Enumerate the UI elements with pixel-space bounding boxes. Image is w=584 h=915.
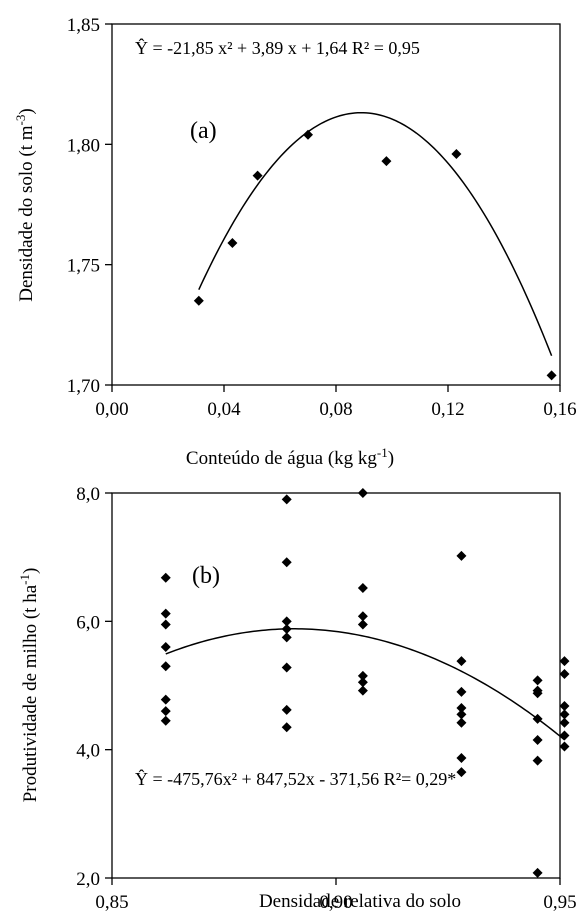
chart-a-y-axis-title-text: Densidade do solo (t m — [16, 125, 37, 301]
chart-b: 0,85 0,90 0,95 2,0 4,0 6,0 8,0 Ŷ = -475,76x² +… — [17, 484, 577, 913]
chart-a-x-tick-label: 0,00 — [95, 399, 128, 420]
chart-b-data-point — [160, 642, 171, 652]
chart-a-x-tick-label: 0,12 — [431, 399, 464, 420]
chart-a-y-axis-title-sup: -3 — [13, 115, 28, 126]
chart-b-data-point — [532, 713, 543, 724]
chart-b-data-point — [281, 722, 292, 733]
chart-b-data-point — [456, 550, 467, 561]
chart-b-y-axis-title-sup: -1 — [17, 574, 32, 585]
chart-b-x-tick-label: 0,95 — [543, 892, 576, 913]
chart-b-data-point — [281, 616, 292, 627]
chart-b-data-point — [281, 704, 292, 715]
chart-b-data-point — [357, 582, 368, 593]
chart-b-x-axis-title: Densidade relativa do solo — [259, 891, 461, 912]
chart-b-data-point — [456, 717, 467, 728]
chart-a-x-axis-title-text: Conteúdo de água (kg kg — [186, 448, 378, 469]
chart-b-data-point — [532, 675, 543, 686]
chart-b-data-point — [559, 717, 570, 728]
chart-b-data-point — [357, 488, 368, 498]
chart-b-points — [160, 488, 570, 878]
chart-a-y-axis-title: Densidade do solo (t m-3) — [13, 108, 38, 301]
chart-b-y-tick-label: 4,0 — [76, 741, 100, 762]
chart-b-data-point — [456, 753, 467, 764]
chart-b-data-point — [456, 709, 467, 720]
chart-b-ticks: 0,85 0,90 0,95 2,0 4,0 6,0 8,0 — [76, 484, 576, 913]
chart-a-x-tick-label: 0,08 — [319, 399, 352, 420]
chart-a-data-point — [303, 129, 313, 140]
chart-b-equation: Ŷ = -475,76x² + 847,52x - 371,56 R²= 0,2… — [135, 768, 456, 789]
chart-b-data-point — [456, 656, 467, 667]
chart-a-data-point — [546, 370, 557, 381]
chart-a-equation: Ŷ = -21,85 x² + 3,89 x + 1,64 R² = 0,95 — [135, 37, 420, 58]
chart-b-y-axis-title-end: ) — [20, 568, 41, 574]
chart-b-data-point — [160, 572, 171, 583]
chart-b-data-point — [160, 694, 171, 705]
chart-a-data-point — [451, 148, 462, 159]
chart-b-y-axis-title: Produtividade de milho (t ha-1) — [17, 568, 42, 803]
chart-a-x-tick-label: 0,16 — [543, 399, 576, 420]
chart-b-data-point — [357, 670, 368, 681]
chart-b-y-tick-label: 8,0 — [76, 484, 100, 505]
chart-a-x-axis-title-sup: -1 — [377, 445, 388, 460]
chart-b-data-point — [456, 767, 467, 778]
chart-b-data-point — [559, 709, 570, 720]
chart-a-data-point — [252, 170, 263, 181]
chart-a-data-point — [227, 238, 238, 249]
chart-b-x-tick-label: 0,90 — [319, 892, 352, 913]
chart-a-x-axis-title: Conteúdo de água (kg kg-1) — [186, 445, 394, 470]
chart-b-data-point — [281, 662, 292, 673]
chart-a-data-point — [381, 156, 392, 167]
chart-b-data-point — [160, 661, 171, 672]
chart-a-panel-label: (a) — [190, 118, 217, 144]
chart-b-data-point — [357, 677, 368, 688]
chart-b-y-tick-label: 2,0 — [76, 869, 100, 890]
chart-b-x-axis-title-text: Densidade relativa do solo — [259, 891, 461, 912]
chart-b-data-point — [559, 741, 570, 752]
chart-b-data-point — [456, 702, 467, 713]
chart-b-data-point — [532, 735, 543, 746]
chart-b-data-point — [559, 656, 570, 667]
chart-b-data-point — [559, 730, 570, 741]
chart-b-x-tick-label: 0,85 — [95, 892, 128, 913]
chart-b-plot-frame — [111, 492, 561, 879]
chart-b-data-point — [357, 619, 368, 630]
chart-a-y-axis-title-end: ) — [16, 108, 37, 114]
chart-b-data-point — [160, 619, 171, 630]
chart-b-panel-label: (b) — [192, 563, 220, 589]
chart-b-data-point — [559, 701, 570, 712]
chart-b-y-axis-title-text: Produtividade de milho (t ha — [20, 584, 41, 802]
chart-b-data-point — [532, 867, 543, 878]
chart-b-y-tick-label: 6,0 — [76, 612, 100, 633]
chart-a-y-tick-label: 1,85 — [67, 15, 100, 36]
chart-b-data-point — [532, 755, 543, 766]
chart-a-plot-frame — [111, 23, 561, 386]
chart-a-data-point — [193, 295, 204, 306]
chart-a-fit-curve — [198, 111, 553, 357]
chart-b-data-point — [281, 557, 292, 568]
chart-a-points — [193, 129, 557, 381]
chart-b-data-point — [160, 706, 171, 717]
chart-b-data-point — [281, 624, 292, 635]
chart-a-x-tick-label: 0,04 — [207, 399, 241, 420]
chart-b-data-point — [160, 608, 171, 619]
chart-a-y-tick-label: 1,75 — [67, 256, 100, 277]
chart-a: 0,00 0,04 0,08 0,12 0,16 1,70 1,75 1,80 1,85 Ŷ =… — [13, 15, 577, 469]
chart-a-x-axis-title-end: ) — [388, 448, 394, 469]
chart-a-y-tick-label: 1,70 — [67, 376, 100, 397]
chart-b-data-point — [559, 668, 570, 679]
chart-b-data-point — [456, 686, 467, 697]
chart-b-data-point — [160, 715, 171, 726]
chart-b-data-point — [281, 494, 292, 505]
chart-b-data-point — [357, 685, 368, 696]
chart-b-data-point — [281, 632, 292, 643]
chart-a-y-tick-label: 1,80 — [67, 135, 100, 156]
chart-a-ticks: 0,00 0,04 0,08 0,12 0,16 1,70 1,75 1,80 1,85 — [67, 15, 577, 420]
chart-b-data-point — [357, 611, 368, 622]
chart-b-data-point — [532, 688, 543, 699]
chart-b-fit-curve — [165, 628, 565, 741]
